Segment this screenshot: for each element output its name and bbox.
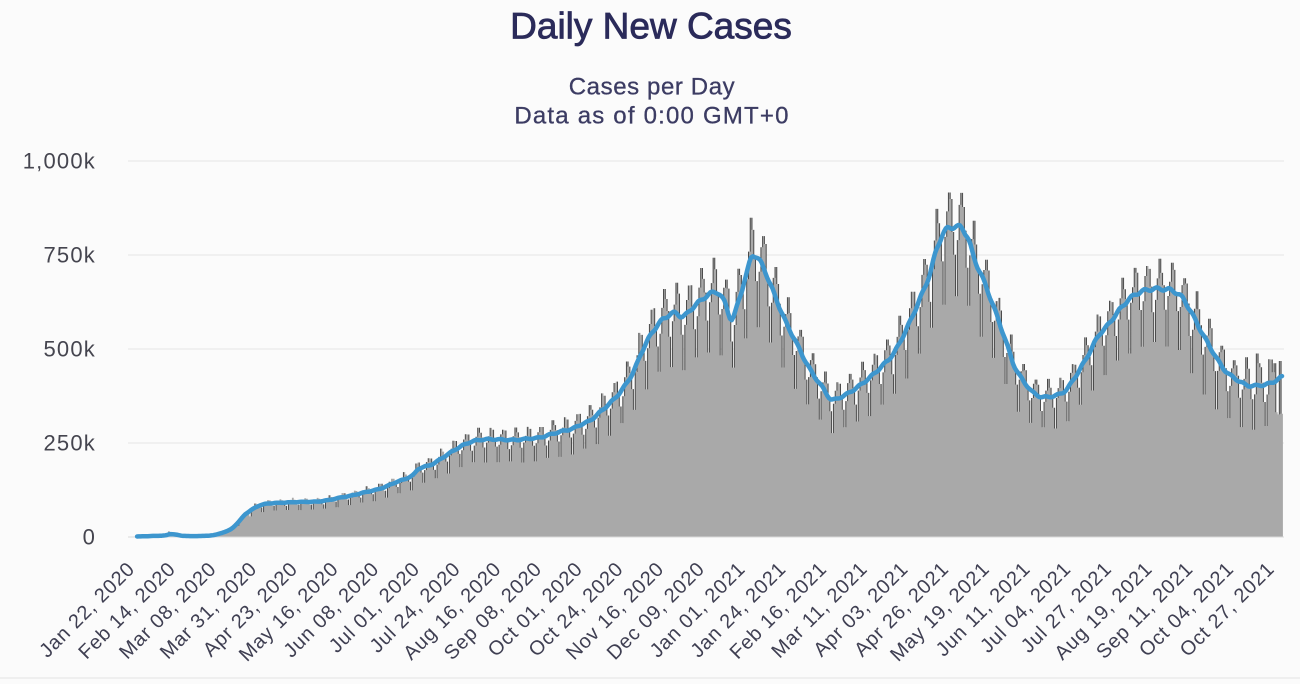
svg-text:500k: 500k <box>43 337 96 362</box>
svg-text:Data as of 0:00 GMT+0: Data as of 0:00 GMT+0 <box>514 103 789 130</box>
svg-text:Daily New Cases: Daily New Cases <box>510 6 792 47</box>
svg-text:Cases per Day: Cases per Day <box>569 74 736 101</box>
svg-text:0: 0 <box>83 525 96 550</box>
svg-text:1,000k: 1,000k <box>23 149 96 174</box>
svg-text:750k: 750k <box>43 243 96 268</box>
svg-text:250k: 250k <box>43 431 96 456</box>
